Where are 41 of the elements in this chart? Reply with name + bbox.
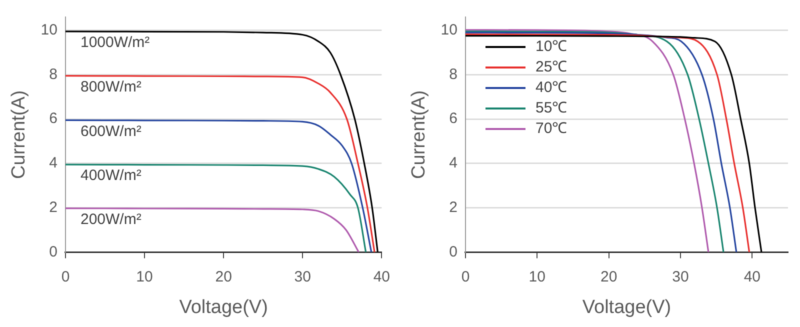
legend-label: 40℃ [535,79,568,96]
x-tick-label: 40 [744,268,761,286]
y-tick-label: 4 [49,154,58,172]
line-series [65,164,367,252]
legend-label: 55℃ [535,100,568,117]
x-tick-label: 10 [136,268,153,286]
y-tick-label: 2 [449,198,458,216]
series-label: 800W/m² [80,78,142,96]
x-tick-label: 20 [215,268,232,286]
line-series [65,30,379,252]
y-axis-title: Current(A) [408,90,430,179]
x-axis-title: Voltage(V) [179,296,268,318]
series-label: 600W/m² [80,122,142,140]
series-label: 1000W/m² [80,34,150,52]
line-series [65,75,376,252]
x-tick-label: 0 [461,268,470,286]
x-tick-label: 30 [294,268,311,286]
y-tick-label: 8 [49,66,58,83]
legend-label: 10℃ [535,38,568,56]
y-tick-label: 6 [49,110,58,128]
legend-label: 25℃ [535,58,568,76]
y-tick-label: 0 [449,243,458,260]
y-tick-label: 2 [49,198,58,216]
x-tick-label: 20 [600,268,618,286]
y-tick-label: 10 [440,21,458,38]
y-tick-label: 4 [449,154,458,172]
series-label: 400W/m² [80,167,142,184]
y-axis-title: Current(A) [8,90,30,179]
y-tick-label: 10 [40,21,58,38]
series-label: 200W/m² [80,210,142,228]
legend-label: 70℃ [535,120,568,138]
y-tick-label: 6 [449,110,458,128]
line-series [65,207,360,252]
x-tick-label: 30 [672,268,689,286]
x-tick-label: 40 [373,268,390,286]
y-tick-label: 0 [49,243,58,260]
x-tick-label: 10 [528,268,546,286]
y-tick-label: 8 [449,66,458,83]
x-axis-title: Voltage(V) [582,296,672,318]
line-series [65,119,372,252]
x-tick-label: 0 [61,268,70,286]
